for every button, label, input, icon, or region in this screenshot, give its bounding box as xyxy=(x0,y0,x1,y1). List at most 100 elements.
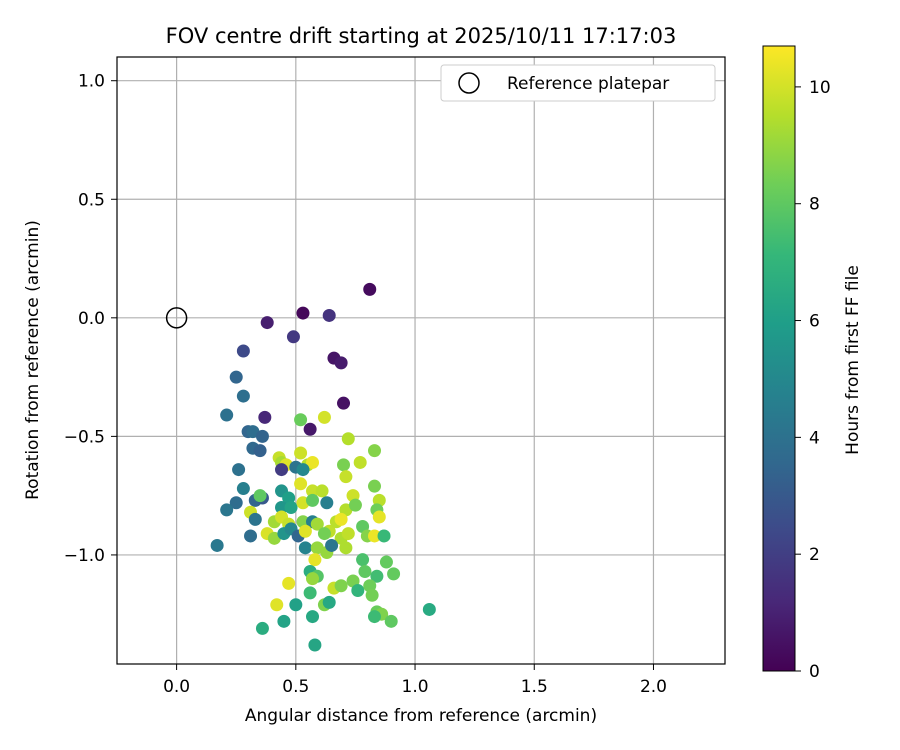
colorbar-label: Hours from first FF file xyxy=(843,265,863,455)
scatter-point xyxy=(422,602,436,616)
scatter-point xyxy=(294,446,308,460)
legend-label: Reference platepar xyxy=(507,74,669,94)
legend: Reference platepar xyxy=(440,64,716,102)
scatter-point xyxy=(353,455,367,469)
scatter-point xyxy=(339,541,353,555)
scatter-point xyxy=(275,463,289,477)
scatter-point xyxy=(284,501,298,515)
scatter-point xyxy=(341,527,355,541)
legend-marker-circle-icon xyxy=(458,72,480,94)
x-tick-label: 1.0 xyxy=(402,677,429,697)
scatter-point xyxy=(296,463,310,477)
colorbar-ticks: 0 2 4 6 8 10 xyxy=(795,78,831,682)
scatter-point xyxy=(368,610,382,624)
scatter-point xyxy=(248,512,262,526)
scatter-point xyxy=(325,538,339,552)
reference-layer xyxy=(165,307,188,329)
y-tick-label: −0.5 xyxy=(64,427,105,447)
scatter-point xyxy=(339,470,353,484)
scatter-point xyxy=(322,308,336,322)
scatter-point xyxy=(303,586,317,600)
scatter-point xyxy=(236,482,250,496)
scatter-point xyxy=(270,598,284,612)
scatter-point xyxy=(296,306,310,320)
scatter-point xyxy=(258,410,272,424)
scatter-point xyxy=(372,510,386,524)
x-tick-label: 0.5 xyxy=(282,677,309,697)
scatter-point xyxy=(298,524,312,538)
scatter-point xyxy=(303,422,317,436)
scatter-point xyxy=(377,529,391,543)
x-axis-ticks: 0.0 0.5 1.0 1.5 2.0 xyxy=(163,664,667,697)
scatter-point xyxy=(334,579,348,593)
scatter-point xyxy=(363,282,377,296)
scatter-point xyxy=(322,595,336,609)
y-tick-label: 0.5 xyxy=(78,190,105,210)
scatter-point xyxy=(370,569,384,583)
scatter-point xyxy=(384,614,398,628)
scatter-point xyxy=(320,496,334,510)
scatter-point xyxy=(294,413,308,427)
scatter-point xyxy=(232,463,246,477)
scatter-point xyxy=(282,576,296,590)
x-tick-label: 1.5 xyxy=(521,677,548,697)
scatter-point xyxy=(298,541,312,555)
scatter-point xyxy=(358,565,372,579)
scatter-point xyxy=(306,493,320,507)
scatter-point xyxy=(306,572,320,586)
scatter-point xyxy=(229,370,243,384)
scatter-point xyxy=(387,567,401,581)
scatter-point xyxy=(365,588,379,602)
scatter-point xyxy=(236,389,250,403)
scatter-point xyxy=(368,444,382,458)
scatter-point xyxy=(220,503,234,517)
scatter-point xyxy=(306,610,320,624)
grid-lines xyxy=(117,57,725,664)
scatter-point xyxy=(310,517,324,531)
legend-box xyxy=(440,64,716,102)
colorbar-tick-label: 8 xyxy=(809,195,820,215)
scatter-point xyxy=(229,496,243,510)
scatter-point xyxy=(368,479,382,493)
scatter-point xyxy=(308,553,322,567)
scatter-point xyxy=(306,455,320,469)
scatter-point xyxy=(220,408,234,422)
scatter-point xyxy=(253,444,267,458)
scatter-point xyxy=(275,501,289,515)
scatter-point xyxy=(308,638,322,652)
colorbar-tick-label: 4 xyxy=(809,428,820,448)
scatter-point xyxy=(255,429,269,443)
colorbar xyxy=(762,45,796,672)
scatter-point xyxy=(337,396,351,410)
y-axis-label: Rotation from reference (arcmin) xyxy=(23,220,43,500)
scatter-point xyxy=(244,529,258,543)
scatter-point xyxy=(289,598,303,612)
scatter-point xyxy=(315,484,329,498)
y-tick-label: 1.0 xyxy=(78,72,105,92)
plot-frame xyxy=(116,56,726,665)
colorbar-tick-label: 10 xyxy=(809,78,831,98)
colorbar-tick-label: 2 xyxy=(809,545,820,565)
scatter-point xyxy=(341,432,355,446)
scatter-point xyxy=(356,553,370,567)
scatter-point xyxy=(317,527,331,541)
y-axis-ticks: 1.0 0.5 0.0 −0.5 −1.0 xyxy=(64,72,117,566)
scatter-point xyxy=(348,498,362,512)
y-tick-label: −1.0 xyxy=(64,546,105,566)
scatter-point xyxy=(294,477,308,491)
scatter-point xyxy=(236,344,250,358)
scatter-point xyxy=(317,410,331,424)
scatter-point xyxy=(351,583,365,597)
colorbar-tick-label: 6 xyxy=(809,312,820,332)
scatter-points xyxy=(210,282,436,652)
y-tick-label: 0.0 xyxy=(78,309,105,329)
x-tick-label: 0.0 xyxy=(163,677,190,697)
scatter-point xyxy=(277,614,291,628)
scatter-point xyxy=(379,555,393,569)
x-axis-label: Angular distance from reference (arcmin) xyxy=(245,706,597,726)
colorbar-tick-label: 0 xyxy=(809,662,820,682)
chart-title: FOV centre drift starting at 2025/10/11 … xyxy=(166,24,677,48)
x-tick-label: 2.0 xyxy=(640,677,667,697)
scatter-point xyxy=(306,484,320,498)
